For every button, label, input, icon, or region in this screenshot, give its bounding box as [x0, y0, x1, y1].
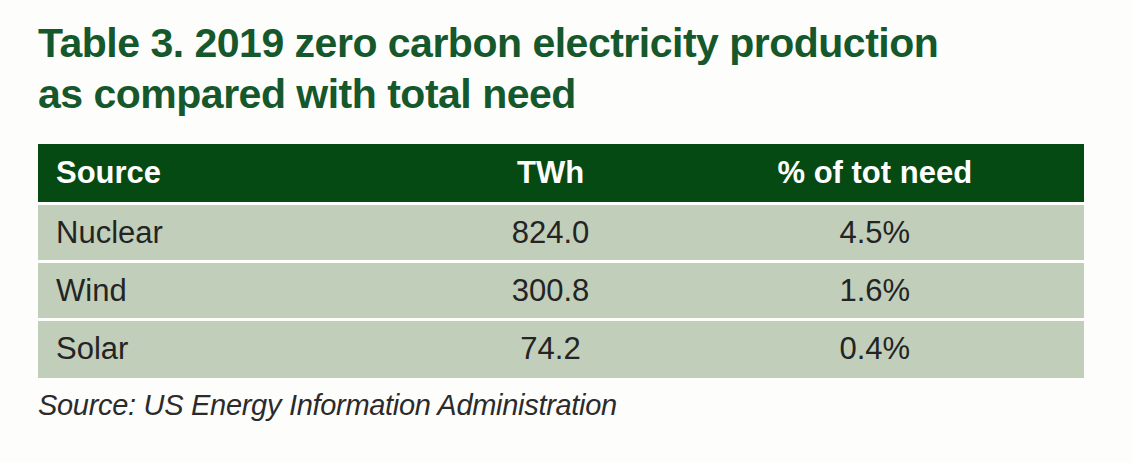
source-attribution-note: Source: US Energy Information Administra…	[38, 389, 1132, 422]
figure-title: Table 3. 2019 zero carbon electricity pr…	[38, 18, 1132, 121]
cell-nuclear-source: Nuclear	[38, 204, 435, 262]
column-header-pct-of-tot-need: % of tot need	[666, 144, 1084, 204]
column-header-twh: TWh	[435, 144, 665, 204]
figure-title-line-1: Table 3. 2019 zero carbon electricity pr…	[38, 18, 1132, 69]
cell-wind-pct: 1.6%	[666, 262, 1084, 320]
cell-solar-source: Solar	[38, 320, 435, 378]
table-row-solar: Solar 74.2 0.4%	[38, 320, 1084, 378]
figure-title-line-2: as compared with total need	[38, 69, 1132, 120]
electricity-production-table: Source TWh % of tot need Nuclear 824.0 4…	[38, 144, 1084, 378]
cell-wind-twh: 300.8	[435, 262, 665, 320]
cell-nuclear-pct: 4.5%	[666, 204, 1084, 262]
table-row-nuclear: Nuclear 824.0 4.5%	[38, 204, 1084, 262]
cell-solar-pct: 0.4%	[666, 320, 1084, 378]
cell-wind-source: Wind	[38, 262, 435, 320]
column-header-source: Source	[38, 144, 435, 204]
cell-nuclear-twh: 824.0	[435, 204, 665, 262]
table-header-row: Source TWh % of tot need	[38, 144, 1084, 204]
cell-solar-twh: 74.2	[435, 320, 665, 378]
table-row-wind: Wind 300.8 1.6%	[38, 262, 1084, 320]
table-figure: Table 3. 2019 zero carbon electricity pr…	[0, 0, 1132, 422]
